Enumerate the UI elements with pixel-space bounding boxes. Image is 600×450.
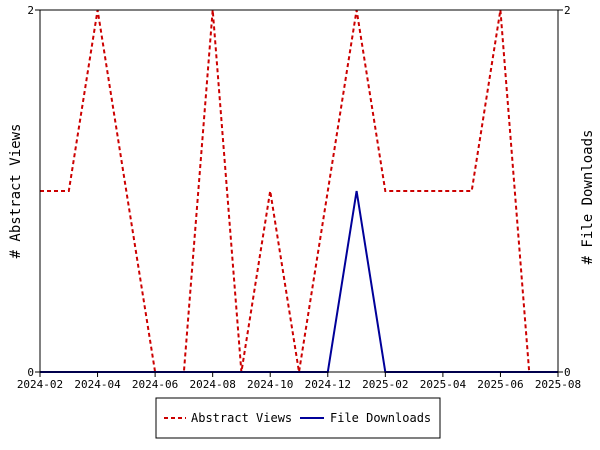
x-tick-label: 2025-04 <box>420 378 467 391</box>
y-left-tick-label: 2 <box>27 4 34 17</box>
y-left-tick-label: 0 <box>27 366 34 379</box>
y-right-tick-label: 0 <box>564 366 571 379</box>
legend-label-abstract-views: Abstract Views <box>191 411 292 425</box>
y-right-tick-label: 2 <box>564 4 571 17</box>
series-layer <box>40 9 558 373</box>
legend-box <box>155 397 441 439</box>
x-tick-label: 2025-08 <box>535 378 581 391</box>
plot-frame <box>39 9 559 373</box>
series-line-file-downloads <box>40 190 558 373</box>
legend-label-file-downloads: File Downloads <box>330 411 431 425</box>
x-tick-label: 2024-12 <box>305 378 351 391</box>
x-tick-label: 2024-06 <box>132 378 178 391</box>
x-tick-label: 2024-10 <box>247 378 293 391</box>
x-tick-label: 2025-02 <box>362 378 408 391</box>
x-tick-label: 2025-06 <box>477 378 523 391</box>
y-axis-right-title: # File Downloads <box>580 130 596 265</box>
tick-layer: 2024-02 2024-04 2024-06 2024-08 2024-10 2024-… <box>17 4 581 391</box>
x-tick-label: 2024-02 <box>17 378 63 391</box>
legend: Abstract Views File Downloads <box>155 397 441 439</box>
x-tick-label: 2024-08 <box>189 378 235 391</box>
series-line-abstract-views <box>40 9 558 373</box>
y-axis-left-title: # Abstract Views <box>8 124 24 259</box>
x-tick-label: 2024-04 <box>74 378 121 391</box>
